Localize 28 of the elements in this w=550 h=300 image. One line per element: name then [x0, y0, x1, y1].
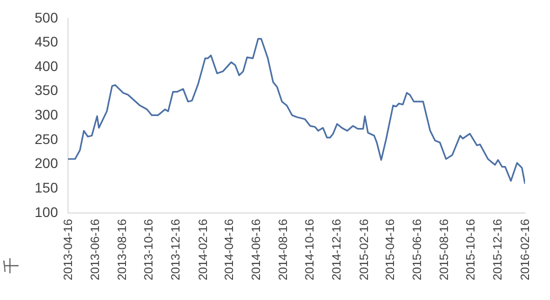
x-tick-label: 2014-08-16 [276, 218, 290, 280]
y-axis-title: 千 [2, 256, 22, 276]
x-tick-label: 2015-08-16 [436, 218, 451, 280]
x-tick-label: 2015-06-16 [410, 218, 424, 280]
y-tick-label: 450 [34, 34, 58, 50]
x-tick-label: 2014-10-16 [302, 218, 317, 280]
x-tick-label: 2015-12-16 [490, 218, 505, 280]
x-tick-label: 2013-08-16 [114, 218, 129, 280]
x-tick-label: 2013-06-16 [88, 218, 102, 280]
y-tick-label: 150 [34, 180, 58, 196]
x-tick-label: 2013-04-16 [61, 218, 75, 280]
y-tick-label: 350 [34, 82, 58, 98]
x-tick-label: 2014-12-16 [330, 218, 344, 280]
y-tick-label: 250 [34, 130, 58, 147]
y-tick-label: 200 [34, 155, 58, 172]
y-tick-label: 400 [34, 58, 58, 74]
x-tick-label: 2015-10-16 [464, 218, 478, 280]
y-tick-label: 100 [34, 204, 58, 220]
x-tick-label: 2016-02-16 [518, 218, 532, 280]
y-tick-label: 300 [34, 106, 58, 123]
x-tick-label: 2013-12-16 [168, 218, 183, 280]
x-tick-label: 2014-02-16 [196, 218, 210, 280]
x-tick-label: 2015-02-16 [356, 218, 371, 280]
x-tick-label: 2015-04-16 [383, 218, 398, 280]
x-tick-label: 2013-10-16 [142, 218, 156, 280]
x-tick-label: 2014-04-16 [222, 218, 236, 280]
y-tick-label: 500 [34, 9, 58, 26]
x-tick-label: 2014-06-16 [248, 218, 263, 280]
